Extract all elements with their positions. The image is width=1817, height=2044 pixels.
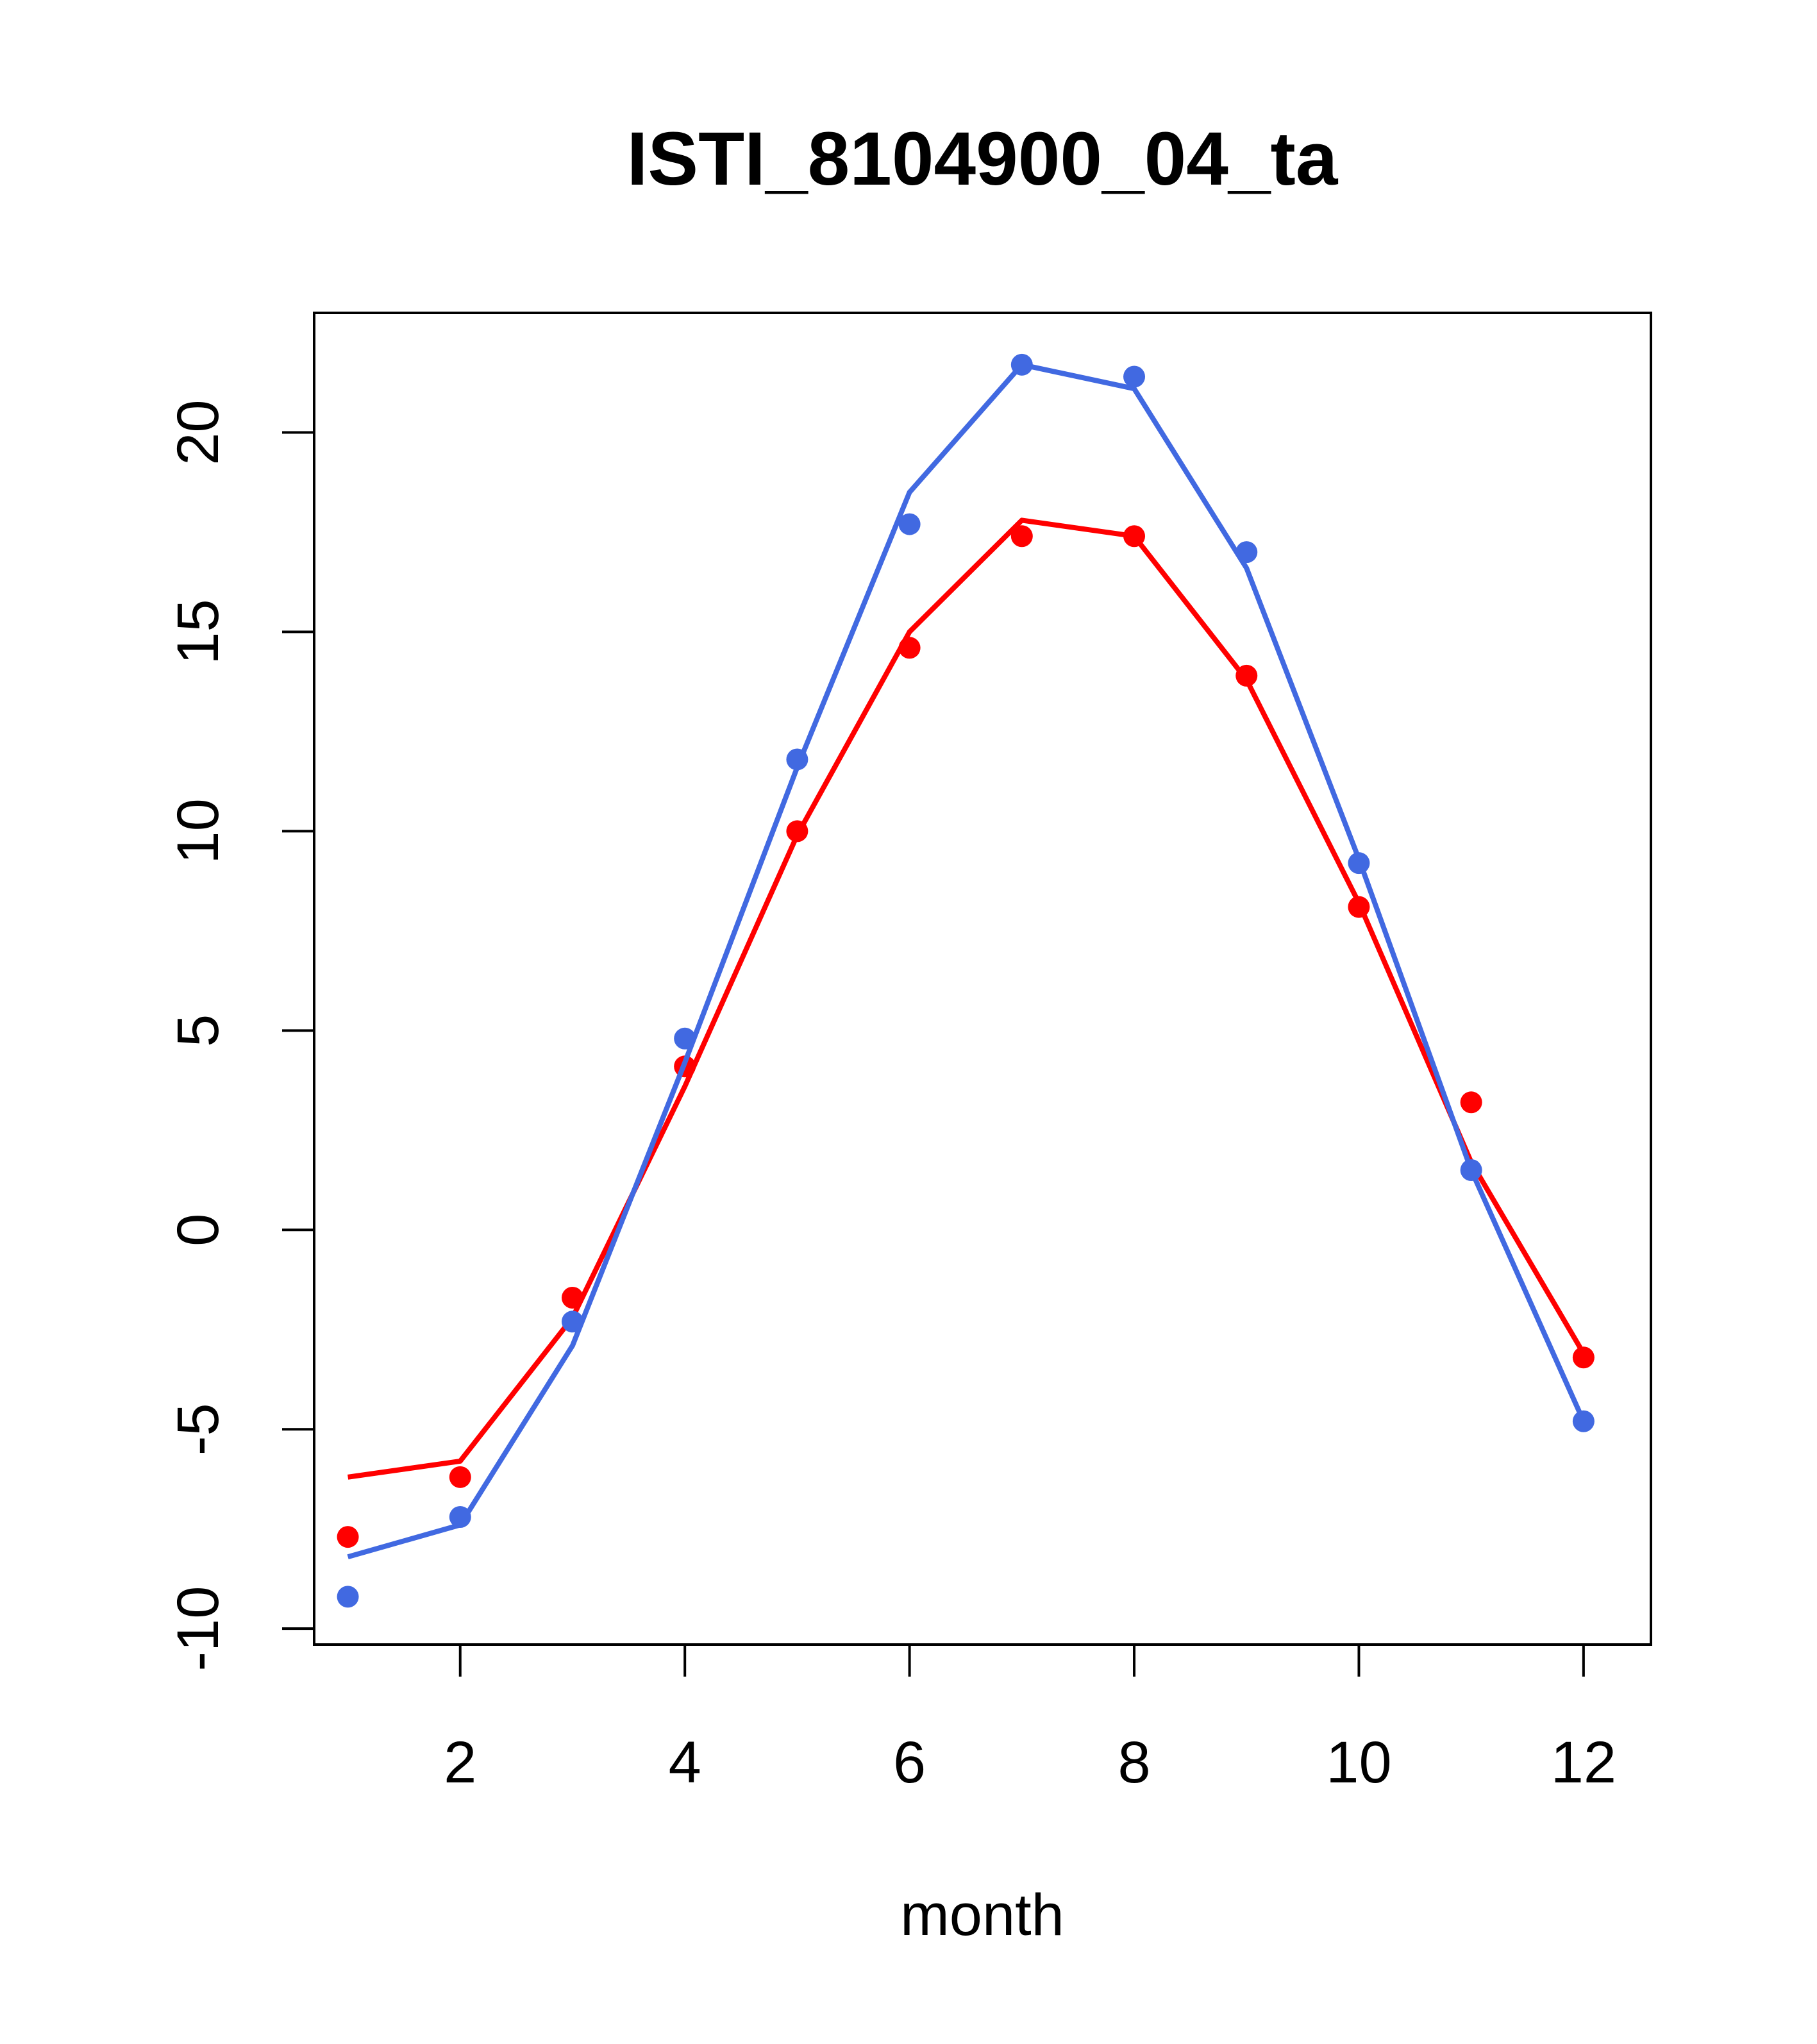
x-tick-label: 2 [444, 1730, 476, 1795]
data-point [1235, 664, 1258, 687]
series-2 [337, 353, 1595, 1608]
data-point [449, 1506, 471, 1529]
series-line [347, 362, 1586, 1560]
data-point [1572, 1346, 1595, 1369]
y-axis: -10 -5 0 5 10 15 20 [165, 399, 315, 1671]
y-tick-label: -5 [165, 1403, 231, 1455]
data-point [786, 748, 808, 771]
x-axis-label: month [900, 1882, 1064, 1948]
y-tick-label: 15 [165, 599, 231, 664]
data-point [786, 820, 808, 842]
data-point [561, 1286, 583, 1309]
data-point [1123, 365, 1146, 388]
y-tick-label: -10 [165, 1586, 231, 1671]
data-point [1348, 896, 1370, 918]
y-tick-label: 20 [165, 399, 231, 465]
y-tick-label: 0 [165, 1214, 231, 1246]
series-layer [337, 353, 1595, 1608]
data-point [449, 1466, 471, 1488]
plot-area-frame [313, 312, 1652, 1646]
data-point [1010, 353, 1033, 376]
x-tick-label: 6 [893, 1730, 926, 1795]
data-point [561, 1311, 583, 1333]
data-point [898, 637, 921, 659]
data-point [1235, 541, 1258, 564]
series-line [347, 517, 1586, 1480]
y-tick-label: 10 [165, 798, 231, 864]
data-point [1123, 525, 1146, 548]
data-point [898, 513, 921, 535]
chart-title: ISTI_8104900_04_ta [627, 117, 1339, 201]
x-tick-label: 4 [669, 1730, 701, 1795]
x-axis: 2 4 6 8 10 12 [444, 1643, 1616, 1795]
data-point [1348, 852, 1370, 875]
x-tick-label: 10 [1326, 1730, 1391, 1795]
data-point [1460, 1159, 1482, 1181]
data-point [1010, 525, 1033, 548]
data-point [1460, 1091, 1482, 1114]
data-point [1572, 1410, 1595, 1432]
data-point [337, 1586, 359, 1608]
x-tick-label: 12 [1551, 1730, 1616, 1795]
x-tick-label: 8 [1118, 1730, 1150, 1795]
y-tick-label: 5 [165, 1014, 231, 1047]
series-1 [337, 517, 1595, 1548]
data-point [337, 1526, 359, 1548]
data-point [674, 1027, 696, 1050]
